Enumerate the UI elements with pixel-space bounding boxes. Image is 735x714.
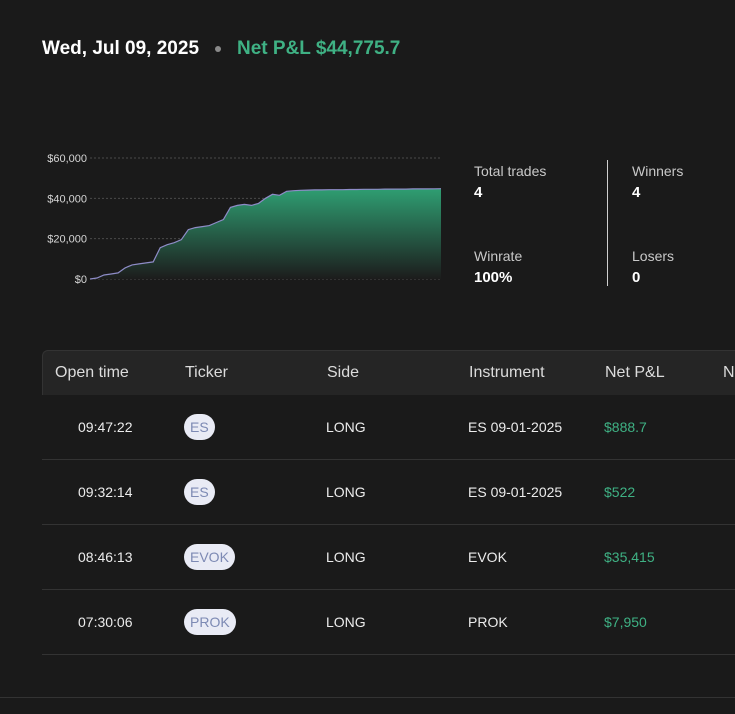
open-time-cell: 07:30:06 xyxy=(78,614,133,630)
table-row[interactable]: 09:32:14 ES LONG ES 09-01-2025 $522 xyxy=(42,460,735,525)
net-pnl-cell: $35,415 xyxy=(604,549,655,565)
y-tick-label: $60,000 xyxy=(47,153,87,165)
ticker-cell: ES xyxy=(184,479,215,505)
ticker-badge[interactable]: ES xyxy=(184,479,215,505)
cumulative-pnl-chart: $60,000 $40,000 $20,000 $0 xyxy=(47,153,442,286)
open-time-cell: 09:32:14 xyxy=(78,484,133,500)
stat-total-trades-value: 4 xyxy=(474,184,483,201)
instrument-cell: ES 09-01-2025 xyxy=(468,484,563,500)
chart-y-axis: $60,000 $40,000 $20,000 $0 xyxy=(47,153,87,286)
column-header-ticker[interactable]: Ticker xyxy=(185,364,228,381)
y-tick-label: $0 xyxy=(75,274,87,286)
ticker-badge[interactable]: EVOK xyxy=(184,544,235,570)
net-pnl-cell: $7,950 xyxy=(604,614,647,630)
side-cell: LONG xyxy=(326,484,366,500)
column-header-side[interactable]: Side xyxy=(327,364,360,381)
ticker-badge[interactable]: ES xyxy=(184,414,215,440)
stat-winners: Winners 4 xyxy=(632,163,683,201)
stat-losers-value: 0 xyxy=(632,269,641,286)
y-tick-label: $40,000 xyxy=(47,193,87,205)
day-date: Wed, Jul 09, 2025 xyxy=(42,38,200,59)
day-net-pnl: Net P&L $44,775.7 xyxy=(237,38,401,59)
column-header-net-pnl[interactable]: Net P&L xyxy=(605,364,665,381)
stat-total-trades: Total trades 4 xyxy=(474,163,546,201)
net-pnl-cell: $522 xyxy=(604,484,636,500)
y-tick-label: $20,000 xyxy=(47,234,87,246)
day-header: Wed, Jul 09, 2025 Net P&L $44,775.7 xyxy=(42,38,400,60)
net-pnl-cell: $888.7 xyxy=(604,419,647,435)
stat-losers-label: Losers xyxy=(632,248,675,264)
open-time-cell: 08:46:13 xyxy=(78,549,133,565)
chart-line xyxy=(89,188,442,280)
stat-winners-label: Winners xyxy=(632,163,684,179)
stat-winners-value: 4 xyxy=(632,184,641,201)
instrument-cell: PROK xyxy=(468,614,508,630)
table-row[interactable]: 07:30:06 PROK LONG PROK $7,950 xyxy=(42,590,735,655)
table-header: Open time Ticker Side Instrument Net P&L… xyxy=(42,350,735,395)
stat-winrate-label: Winrate xyxy=(474,248,523,264)
instrument-cell: ES 09-01-2025 xyxy=(468,419,563,435)
ticker-cell: EVOK xyxy=(184,544,235,570)
side-cell: LONG xyxy=(326,614,366,630)
side-cell: LONG xyxy=(326,419,366,435)
stat-total-trades-label: Total trades xyxy=(474,163,547,179)
table-row[interactable]: 09:47:22 ES LONG ES 09-01-2025 $888.7 xyxy=(42,395,735,460)
ticker-badge[interactable]: PROK xyxy=(184,609,236,635)
separator-dot-icon xyxy=(215,46,222,52)
ticker-cell: PROK xyxy=(184,609,236,635)
trades-table: Open time Ticker Side Instrument Net P&L… xyxy=(42,350,735,655)
stat-losers: Losers 0 xyxy=(632,248,674,286)
column-header-instrument[interactable]: Instrument xyxy=(469,364,545,381)
table-row[interactable]: 08:46:13 EVOK LONG EVOK $35,415 xyxy=(42,525,735,590)
stat-winrate: Winrate 100% xyxy=(474,248,522,286)
column-header-open-time[interactable]: Open time xyxy=(55,364,129,381)
open-time-cell: 09:47:22 xyxy=(78,419,133,435)
ticker-cell: ES xyxy=(184,414,215,440)
instrument-cell: EVOK xyxy=(468,549,507,565)
chart-area xyxy=(90,188,441,279)
column-header-next[interactable]: N xyxy=(723,364,735,381)
side-cell: LONG xyxy=(326,549,366,565)
stat-winrate-value: 100% xyxy=(474,269,513,286)
trade-stats: Total trades 4 Winners 4 Winrate 100% Lo… xyxy=(474,160,735,286)
footer-divider xyxy=(0,697,735,698)
stats-divider xyxy=(607,160,608,286)
